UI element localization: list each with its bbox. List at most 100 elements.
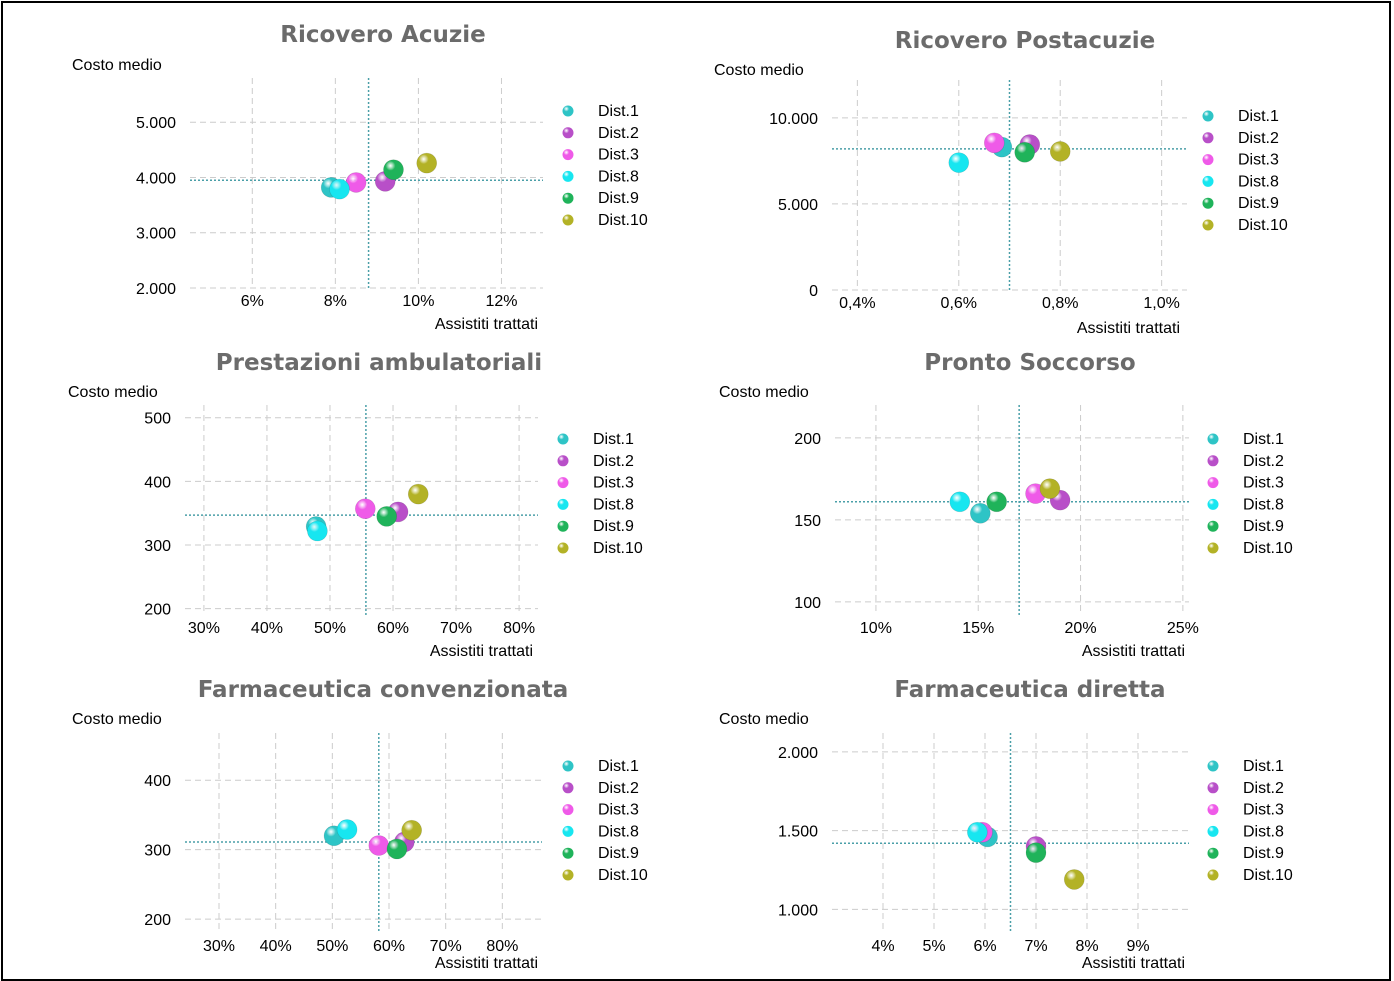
- y-tick-label: 10.000: [769, 111, 818, 128]
- y-tick-label: 200: [144, 912, 171, 929]
- legend-label: Dist.3: [598, 802, 639, 819]
- legend-marker: [562, 782, 574, 794]
- legend-label: Dist.2: [1243, 780, 1284, 797]
- y-tick-label: 200: [794, 431, 821, 448]
- legend-label: Dist.2: [1238, 130, 1279, 147]
- legend-marker: [557, 520, 569, 532]
- legend-label: Dist.1: [1238, 108, 1279, 125]
- y-tick-label: 3.000: [136, 226, 176, 243]
- point-dist8: [948, 152, 970, 173]
- legend-marker: [1207, 433, 1219, 445]
- x-axis-label: Assistiti trattati: [435, 316, 538, 333]
- x-tick-label: 0,4%: [839, 295, 875, 312]
- legend-label: Dist.9: [1243, 518, 1284, 535]
- x-tick-label: 4%: [871, 938, 894, 955]
- point-dist10: [1063, 869, 1085, 890]
- legend-marker: [1207, 455, 1219, 467]
- legend-marker: [1202, 110, 1214, 122]
- x-tick-label: 10%: [860, 620, 892, 637]
- y-tick-label: 150: [794, 513, 821, 530]
- x-tick-label: 30%: [203, 938, 235, 955]
- x-tick-label: 7%: [1024, 938, 1047, 955]
- chart-panel-3: Prestazioni ambulatoriali Costo medio Assi…: [68, 350, 643, 660]
- point-dist10: [1049, 141, 1071, 162]
- y-tick-label: 200: [144, 602, 171, 619]
- legend-marker: [1207, 760, 1219, 772]
- y-tick-label: 400: [144, 474, 171, 491]
- chart-panel-2: Ricovero Postacuzie Costo medio Assistiti …: [714, 28, 1288, 337]
- point-dist3: [983, 132, 1005, 154]
- point-dist3: [368, 835, 390, 856]
- y-tick-label: 100: [794, 595, 821, 612]
- legend-marker: [1207, 825, 1219, 837]
- legend-marker: [1207, 520, 1219, 532]
- legend-label: Dist.1: [598, 758, 639, 775]
- x-tick-label: 60%: [377, 620, 409, 637]
- legend-label: Dist.10: [593, 540, 643, 557]
- x-tick-label: 0,8%: [1042, 295, 1078, 312]
- legend-label: Dist.8: [1243, 823, 1284, 840]
- y-tick-label: 400: [144, 773, 171, 790]
- point-dist9: [376, 506, 398, 527]
- legend-label: Dist.1: [1243, 758, 1284, 775]
- chart-title: Prestazioni ambulatoriali: [216, 350, 542, 376]
- y-axis-label: Costo medio: [72, 711, 162, 728]
- x-tick-label: 30%: [188, 620, 220, 637]
- legend-marker: [1202, 132, 1214, 144]
- y-tick-label: 4.000: [136, 170, 176, 187]
- x-tick-label: 10%: [402, 293, 434, 310]
- legend-marker: [1207, 847, 1219, 859]
- legend-label: Dist.3: [593, 475, 634, 492]
- legend-marker: [1202, 219, 1214, 231]
- x-tick-label: 50%: [314, 620, 346, 637]
- legend-marker: [562, 847, 574, 859]
- legend-label: Dist.3: [1243, 475, 1284, 492]
- x-tick-label: 20%: [1065, 620, 1097, 637]
- legend-marker: [562, 170, 574, 182]
- x-tick-label: 40%: [260, 938, 292, 955]
- point-dist10: [1039, 478, 1061, 499]
- legend-marker: [562, 192, 574, 204]
- legend-label: Dist.3: [598, 147, 639, 164]
- point-dist10: [416, 152, 438, 174]
- y-axis-label: Costo medio: [719, 711, 809, 728]
- legend-marker: [562, 825, 574, 837]
- legend-label: Dist.10: [1238, 217, 1288, 234]
- point-dist3: [354, 498, 376, 520]
- point-dist10: [407, 483, 429, 505]
- x-tick-label: 12%: [485, 293, 517, 310]
- chart-title: Farmaceutica convenzionata: [198, 677, 569, 703]
- chart-title: Pronto Soccorso: [924, 350, 1135, 376]
- legend-marker: [562, 149, 574, 161]
- legend-marker: [1207, 782, 1219, 794]
- point-dist8: [949, 491, 971, 513]
- y-tick-label: 1.000: [778, 902, 818, 919]
- legend-marker: [557, 542, 569, 554]
- y-axis-label: Costo medio: [68, 384, 158, 401]
- point-dist8: [967, 821, 988, 843]
- chart-title: Farmaceutica diretta: [894, 677, 1165, 703]
- legend-label: Dist.3: [1243, 802, 1284, 819]
- point-dist9: [986, 491, 1007, 513]
- legend-marker: [1207, 804, 1219, 816]
- legend-marker: [1207, 477, 1219, 489]
- point-dist8: [329, 178, 350, 200]
- x-tick-label: 70%: [430, 938, 462, 955]
- y-tick-label: 2.000: [136, 281, 176, 298]
- legend-label: Dist.1: [1243, 431, 1284, 448]
- legend-label: Dist.9: [593, 518, 634, 535]
- x-tick-label: 6%: [241, 293, 264, 310]
- legend-label: Dist.9: [1238, 195, 1279, 212]
- y-tick-label: 2.000: [778, 745, 818, 762]
- point-dist9: [383, 159, 404, 181]
- x-tick-label: 9%: [1126, 938, 1149, 955]
- y-tick-label: 500: [144, 411, 171, 428]
- legend-marker: [1207, 498, 1219, 510]
- x-tick-label: 50%: [316, 938, 348, 955]
- point-dist1: [969, 502, 991, 524]
- legend-marker: [1202, 175, 1214, 187]
- x-axis-label: Assistiti trattati: [430, 643, 533, 660]
- legend-marker: [557, 498, 569, 510]
- legend-marker: [1207, 542, 1219, 554]
- point-dist9: [1014, 141, 1036, 163]
